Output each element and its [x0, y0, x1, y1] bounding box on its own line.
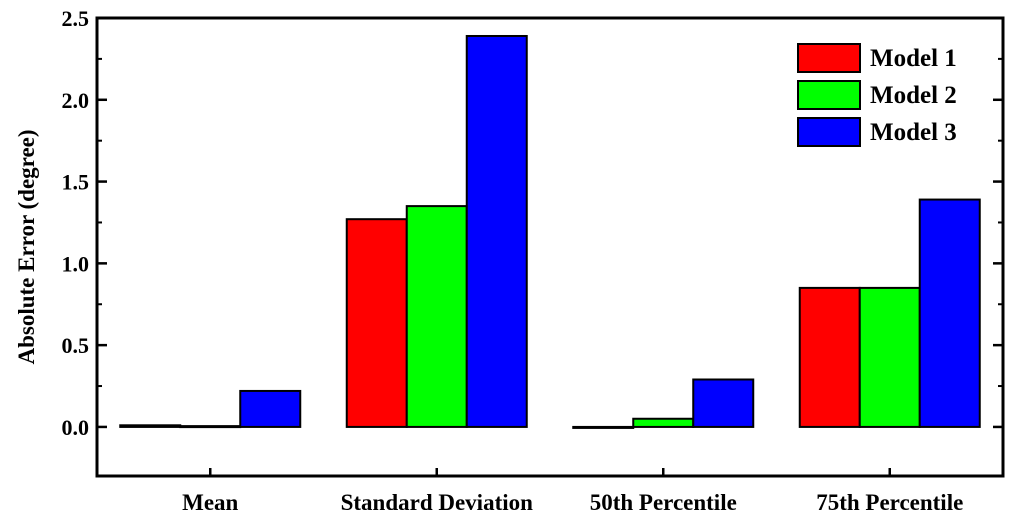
- y-tick-label: 0.5: [62, 333, 90, 358]
- x-tick-label: 75th Percentile: [816, 490, 963, 515]
- x-tick-label: Mean: [182, 490, 238, 515]
- legend-label-3: Model 3: [870, 119, 957, 146]
- legend-swatch-1: [797, 43, 861, 73]
- y-tick-label: 1.0: [62, 251, 90, 276]
- bar-2-4: [858, 286, 921, 428]
- plot-frame: [95, 16, 1005, 478]
- bar-1-3: [572, 425, 635, 429]
- bar-2-3: [632, 417, 695, 428]
- y-tick-label: 0.0: [62, 415, 90, 440]
- legend-swatch-3: [797, 117, 861, 147]
- bar-3-1: [239, 389, 302, 428]
- bar-1-1: [119, 424, 182, 428]
- y-tick-label: 1.5: [62, 170, 90, 195]
- bar-1-2: [345, 218, 408, 428]
- bar-2-2: [405, 205, 468, 428]
- bar-3-3: [692, 378, 755, 428]
- bar-3-2: [465, 34, 528, 428]
- bar-1-4: [798, 286, 861, 428]
- legend-label-1: Model 1: [870, 45, 957, 72]
- y-axis-title: Absolute Error (degree): [14, 129, 39, 364]
- x-tick-label: 50th Percentile: [590, 490, 737, 515]
- x-tick-label: Standard Deviation: [341, 490, 534, 515]
- bar-3-4: [918, 198, 981, 428]
- bar-2-1: [179, 425, 242, 429]
- y-tick-label: 2.5: [62, 6, 90, 31]
- legend-swatch-2: [797, 80, 861, 110]
- legend-label-2: Model 2: [870, 82, 957, 109]
- y-tick-label: 2.0: [62, 88, 90, 113]
